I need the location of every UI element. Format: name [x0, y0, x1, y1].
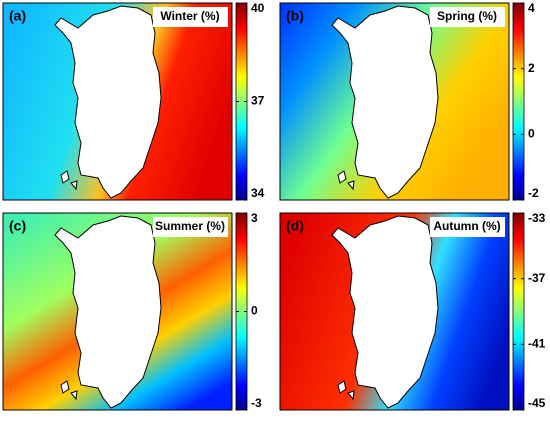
title-box — [153, 7, 228, 27]
tick-label: -33 — [528, 211, 546, 225]
tick-label: 37 — [251, 94, 265, 108]
panel-title: Summer (%) — [155, 219, 225, 233]
tick-label: -41 — [528, 337, 546, 351]
map-frame — [2, 212, 233, 411]
panel-label: (c) — [9, 218, 26, 234]
tick-label: 34 — [251, 186, 265, 200]
panel-label: (a) — [9, 8, 26, 24]
panel-title: Autumn (%) — [433, 219, 500, 233]
panel-label: (d) — [286, 218, 304, 234]
tick-label: -45 — [528, 396, 546, 410]
colorbar — [512, 212, 525, 411]
tick-label: 3 — [251, 211, 258, 225]
tick-label: -2 — [528, 186, 539, 200]
tick-label: -37 — [528, 271, 546, 285]
map-frame — [279, 2, 510, 201]
colorbar — [512, 2, 525, 201]
tick-label: 2 — [528, 61, 535, 75]
tick-label: 4 — [528, 1, 535, 15]
map-frame — [279, 212, 510, 411]
title-box — [153, 217, 228, 237]
panel-title: Spring (%) — [437, 9, 497, 23]
title-box — [430, 7, 505, 27]
title-box — [430, 217, 505, 237]
tick-label: 0 — [528, 127, 535, 141]
map-frame — [2, 2, 233, 201]
tick-label: 40 — [251, 1, 265, 15]
panel-title: Winter (%) — [160, 9, 219, 23]
tick-label: -3 — [251, 396, 262, 410]
tick-label: 0 — [251, 304, 258, 318]
panel-label: (b) — [286, 8, 304, 24]
